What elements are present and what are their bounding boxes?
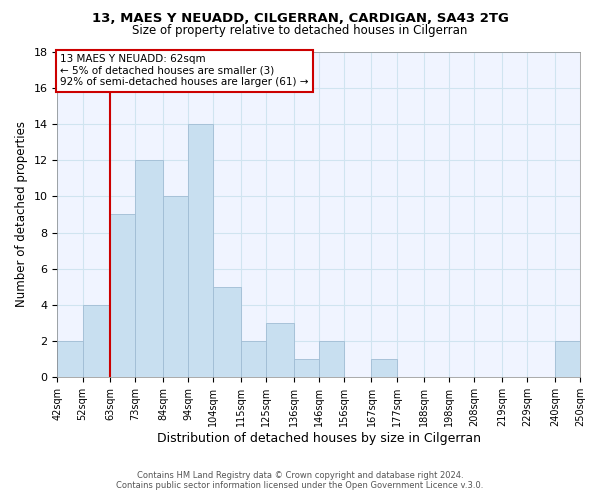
Bar	[266, 323, 293, 378]
Text: 13, MAES Y NEUADD, CILGERRAN, CARDIGAN, SA43 2TG: 13, MAES Y NEUADD, CILGERRAN, CARDIGAN, …	[92, 12, 508, 26]
Text: 13 MAES Y NEUADD: 62sqm
← 5% of detached houses are smaller (3)
92% of semi-deta: 13 MAES Y NEUADD: 62sqm ← 5% of detached…	[60, 54, 308, 88]
Bar	[58, 341, 83, 378]
Bar	[213, 287, 241, 378]
Bar	[371, 359, 397, 378]
Text: Size of property relative to detached houses in Cilgerran: Size of property relative to detached ho…	[133, 24, 467, 37]
X-axis label: Distribution of detached houses by size in Cilgerran: Distribution of detached houses by size …	[157, 432, 481, 445]
Bar	[319, 341, 344, 378]
Bar	[293, 359, 319, 378]
Bar	[110, 214, 135, 378]
Y-axis label: Number of detached properties: Number of detached properties	[15, 122, 28, 308]
Bar	[241, 341, 266, 378]
Bar	[188, 124, 213, 378]
Bar	[83, 305, 110, 378]
Bar	[135, 160, 163, 378]
Text: Contains HM Land Registry data © Crown copyright and database right 2024.
Contai: Contains HM Land Registry data © Crown c…	[116, 470, 484, 490]
Bar	[163, 196, 188, 378]
Bar	[555, 341, 580, 378]
